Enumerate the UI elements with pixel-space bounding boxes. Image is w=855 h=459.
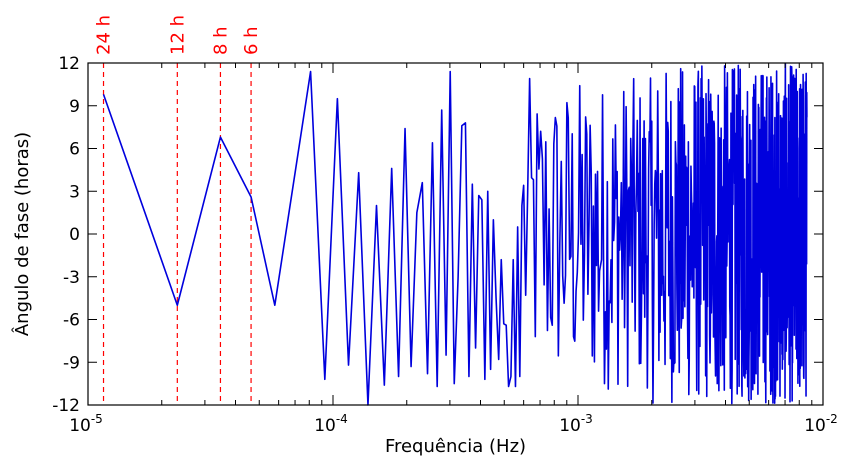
x-tick-label: 10-2 <box>804 412 838 436</box>
y-tick-label: -6 <box>63 311 80 331</box>
y-tick-label: -9 <box>63 353 80 373</box>
y-tick-label: 6 <box>69 140 80 160</box>
x-tick-label: 10-5 <box>69 412 103 436</box>
period-marker-label: 8 h <box>210 26 231 55</box>
x-tick-label: 10-3 <box>559 412 593 436</box>
series-layer <box>102 62 808 406</box>
period-marker-label: 24 h <box>94 15 115 55</box>
x-axis-title: Frequência (Hz) <box>385 436 526 457</box>
y-tick-label: -12 <box>52 396 80 416</box>
x-axis: 10-5 10-4 10-3 10-2 <box>69 63 838 436</box>
period-marker-label: 12 h <box>167 15 188 55</box>
period-markers: 24 h 12 h 8 h 6 h <box>94 15 262 405</box>
y-tick-label: 3 <box>69 182 80 202</box>
y-tick-label: -3 <box>63 268 80 288</box>
y-tick-label: 9 <box>69 97 80 117</box>
series-line <box>102 62 808 406</box>
y-axis-title: Ângulo de fase (horas) <box>11 132 33 336</box>
x-tick-label: 10-4 <box>314 412 348 436</box>
y-tick-label: 12 <box>58 54 80 74</box>
y-axis: -12 -9 -6 -3 0 3 6 9 12 <box>52 54 823 416</box>
y-tick-label: 0 <box>69 225 80 245</box>
period-marker-label: 6 h <box>241 26 262 55</box>
